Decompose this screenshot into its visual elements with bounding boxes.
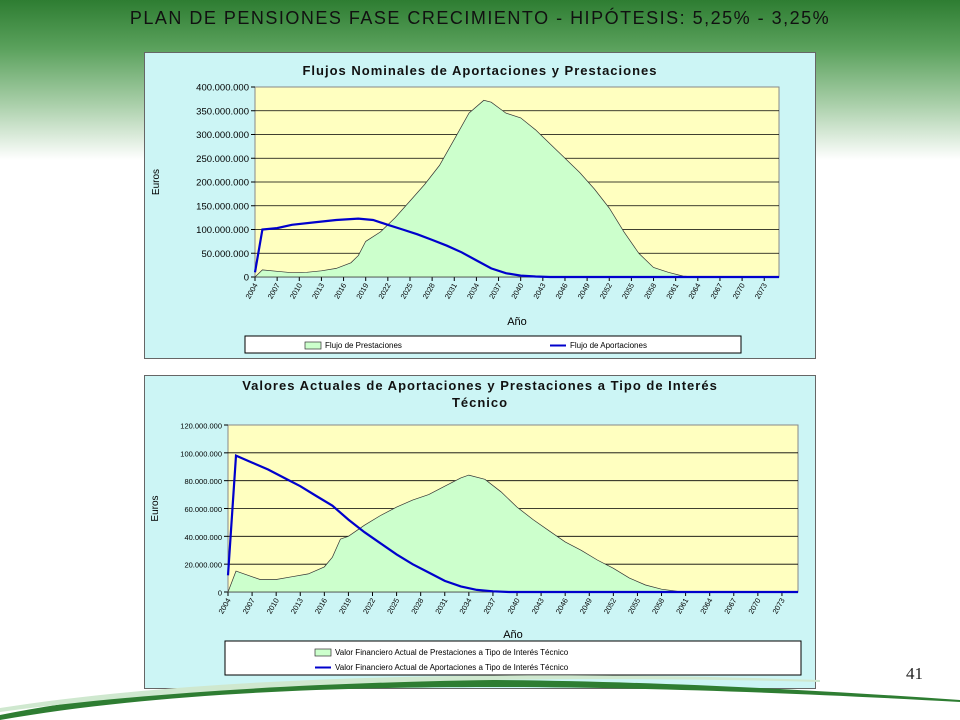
slide-title: PLAN DE PENSIONES FASE CRECIMIENTO - HIP… <box>129 8 831 28</box>
page-number: 41 <box>906 664 923 683</box>
series-line-1 <box>253 217 779 279</box>
y-tick-label: 50.000.000 <box>201 249 249 260</box>
y-tick-label: 20.000.000 <box>184 561 222 570</box>
y-tick-label: 40.000.000 <box>184 533 222 542</box>
y-tick-label: 0 <box>244 273 249 284</box>
x-tick-label: 2052 <box>598 282 614 301</box>
y-tick-label: 120.000.000 <box>180 422 222 431</box>
x-tick-label: 2010 <box>288 282 304 301</box>
legend-box <box>244 335 742 354</box>
x-tick-label: 2055 <box>620 282 636 301</box>
series-line-1 <box>226 453 798 594</box>
x-tick-label: 2022 <box>361 597 377 616</box>
chart-present-values: Valores Actuales de Aportaciones y Prest… <box>150 378 802 676</box>
x-tick-label: 2064 <box>686 282 702 301</box>
chart-panel-present-values: Valores Actuales de Aportaciones y Prest… <box>144 375 816 689</box>
x-tick-label: 2016 <box>313 597 329 616</box>
y-axis-label: Euros <box>151 169 162 195</box>
x-tick-label: 2073 <box>771 597 787 616</box>
chart-title: Valores Actuales de Aportaciones y Prest… <box>242 378 718 393</box>
y-tick-label: 100.000.000 <box>196 225 249 236</box>
x-tick-label: 2070 <box>746 597 762 616</box>
y-tick-label: 0 <box>218 589 222 598</box>
chart-panel-nominal-flows: Flujos Nominales de Aportaciones y Prest… <box>144 52 816 359</box>
legend-label: Valor Financiero Actual de Aportaciones … <box>335 663 569 672</box>
x-axis-label: Año <box>503 629 523 641</box>
decorative-swoosh <box>0 675 960 720</box>
x-tick-label: 2046 <box>554 282 570 301</box>
chart-nominal-flows: Flujos Nominales de Aportaciones y Prest… <box>151 63 780 354</box>
x-tick-label: 2040 <box>509 282 525 301</box>
x-tick-label: 2043 <box>531 282 547 301</box>
x-tick-label: 2061 <box>674 597 690 616</box>
x-tick-label: 2037 <box>482 597 498 616</box>
x-tick-label: 2049 <box>576 282 592 301</box>
x-tick-label: 2025 <box>385 597 401 616</box>
x-tick-label: 2013 <box>310 282 326 301</box>
x-tick-label: 2022 <box>376 282 392 301</box>
x-tick-label: 2061 <box>664 282 680 301</box>
x-tick-label: 2028 <box>409 597 425 616</box>
y-tick-label: 200.000.000 <box>196 178 249 189</box>
x-tick-label: 2070 <box>731 282 747 301</box>
chart-title: Flujos Nominales de Aportaciones y Prest… <box>302 63 657 78</box>
x-tick-label: 2049 <box>578 597 594 616</box>
legend-label: Flujo de Aportaciones <box>570 341 647 350</box>
x-tick-label: 2025 <box>399 282 415 301</box>
y-tick-label: 400.000.000 <box>196 83 249 94</box>
x-tick-label: 2037 <box>487 282 503 301</box>
y-tick-label: 250.000.000 <box>196 154 249 165</box>
x-tick-label: 2058 <box>650 597 666 616</box>
x-tick-label: 2031 <box>433 597 449 616</box>
x-tick-label: 2031 <box>443 282 459 301</box>
x-tick-label: 2058 <box>642 282 658 301</box>
x-tick-label: 2007 <box>241 597 257 616</box>
x-tick-label: 2034 <box>457 597 473 616</box>
x-tick-label: 2046 <box>554 597 570 616</box>
series-area-0 <box>254 99 779 278</box>
x-tick-label: 2019 <box>337 597 353 616</box>
y-tick-label: 150.000.000 <box>196 201 249 212</box>
x-tick-label: 2052 <box>602 597 618 616</box>
x-tick-label: 2004 <box>217 597 233 616</box>
x-tick-label: 2004 <box>244 282 260 301</box>
x-tick-label: 2067 <box>722 597 738 616</box>
legend-label: Flujo de Prestaciones <box>325 341 402 350</box>
x-tick-label: 2019 <box>354 282 370 301</box>
legend-swatch-area <box>304 341 322 350</box>
x-axis-label: Año <box>507 316 527 328</box>
x-tick-label: 2034 <box>465 282 481 301</box>
y-axis-label: Euros <box>150 495 161 521</box>
x-tick-label: 2043 <box>530 597 546 616</box>
x-tick-label: 2067 <box>709 282 725 301</box>
y-tick-label: 80.000.000 <box>184 477 222 486</box>
y-tick-label: 300.000.000 <box>196 130 249 141</box>
series-area-0 <box>227 474 798 593</box>
x-tick-label: 2028 <box>421 282 437 301</box>
x-tick-label: 2064 <box>698 597 714 616</box>
x-tick-label: 2040 <box>506 597 522 616</box>
legend-swatch-area <box>314 648 332 657</box>
x-tick-label: 2073 <box>753 282 769 301</box>
legend-box <box>224 640 802 676</box>
x-tick-label: 2010 <box>265 597 281 616</box>
x-tick-label: 2016 <box>332 282 348 301</box>
x-tick-label: 2007 <box>266 282 282 301</box>
y-tick-label: 350.000.000 <box>196 106 249 117</box>
x-tick-label: 2013 <box>289 597 305 616</box>
legend-label: Valor Financiero Actual de Prestaciones … <box>335 648 569 657</box>
y-tick-label: 60.000.000 <box>184 505 222 514</box>
x-tick-label: 2055 <box>626 597 642 616</box>
y-tick-label: 100.000.000 <box>180 449 222 458</box>
chart-title: Técnico <box>452 395 508 410</box>
